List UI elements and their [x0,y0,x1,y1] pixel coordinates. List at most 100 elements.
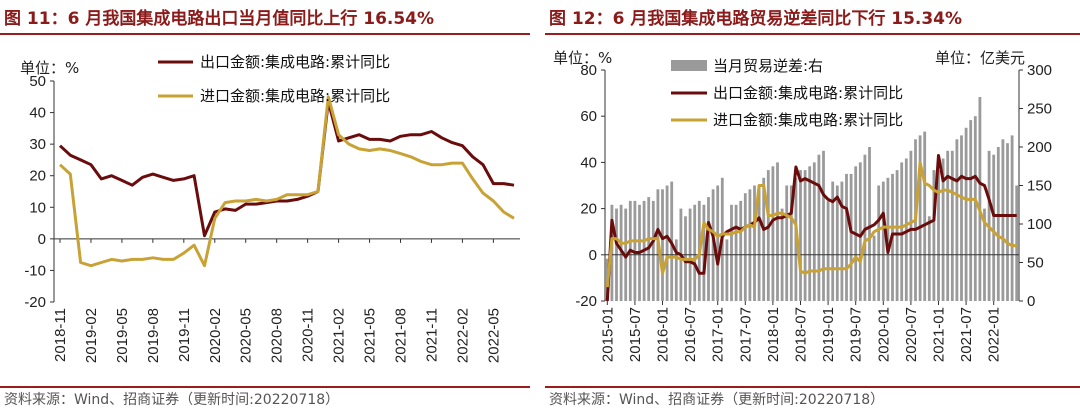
x-tick-label: 2020-02 [207,308,224,363]
trade-deficit-bar [1006,143,1009,301]
trade-deficit-bar [674,239,678,301]
trade-deficit-bar [730,204,733,302]
x-tick-label: 2019-05 [114,308,131,363]
trade-deficit-bar [932,170,936,301]
x-tick-label: 2018-07 [793,307,810,362]
trade-deficit-bar [707,197,710,301]
trade-deficit-bar [762,177,766,301]
legend-label: 当月贸易逆差:右 [713,57,823,75]
x-tick-label: 2021-11 [423,308,440,362]
trade-deficit-bar [757,185,761,301]
trade-deficit-bar [803,170,807,301]
trade-deficit-bar [808,166,812,302]
y-tick-label: 40 [29,105,46,122]
x-tick-label: 2021-08 [393,308,410,363]
y-tick-label: -10 [24,262,46,279]
y-unit-label: 单位：% [20,59,79,77]
trade-deficit-bar [918,135,922,301]
y-tick-label-right: 300 [1027,62,1052,79]
trade-deficit-bar [651,200,655,301]
x-tick-label: 2021-07 [958,307,975,362]
x-tick-label: 2021-02 [331,308,348,363]
y-tick-label-left: 0 [589,247,597,264]
x-tick-label: 2022-02 [454,308,471,363]
trade-deficit-bar [702,204,706,302]
legend-label: 进口金额:集成电路:累计同比 [713,111,903,129]
trade-deficit-bar [785,185,789,301]
y-tick-label-right: 200 [1027,139,1052,156]
x-tick-label: 2019-01 [820,307,837,362]
trade-deficit-bar [739,200,743,301]
y-tick-label: 30 [29,136,46,153]
trade-deficit-bar [716,185,720,301]
y-tick-label: 50 [29,73,46,90]
trade-deficit-bar [812,162,816,301]
trade-deficit-bar [817,154,821,301]
trade-deficit-bar [661,189,664,301]
trade-deficit-bar [1010,135,1014,301]
chart-11-svg: -20 -10 0 10 20 30 40 50 2018-11 2019-02 2019-05 20… [20,53,520,363]
x-tick-label: 2015-01 [599,307,616,362]
trade-deficit-bar [835,185,839,301]
x-tick-label: 2022-05 [485,308,502,363]
trade-deficit-bar [960,135,963,301]
import-yoy-line [605,160,1017,288]
trade-deficit-bar [886,177,890,301]
trade-deficit-bar [1001,139,1005,301]
chart-panel-11: 图 11：6 月我国集成电路出口当月值同比上行 16.54% -20 -10 0 10… [0,0,530,413]
source-rule [0,386,530,388]
trade-deficit-bar [895,170,899,301]
chart-panel-12: 图 12：6 月我国集成电路贸易逆差同比下行 15.34% -20 0 20 40 60… [545,0,1080,413]
trade-deficit-bar [771,166,775,302]
y-tick-label-left: -20 [575,293,597,310]
x-tick-label: 2020-11 [300,308,317,362]
trade-deficit-bar [789,185,793,301]
y-tick-label-right: 100 [1027,216,1052,233]
trade-deficit-bar [776,162,779,301]
trade-deficit-bar [978,97,982,301]
trade-deficit-bar [877,185,881,301]
y-tick-label: 0 [38,231,46,248]
trade-deficit-bar [840,181,844,301]
source-rule [545,386,1080,388]
y-tick-label: -20 [24,294,46,311]
x-tick-label: 2020-07 [903,307,920,362]
trade-deficit-bar [900,162,904,301]
trade-deficit-bar [858,162,862,301]
legend-label: 进口金额:集成电路:累计同比 [200,87,390,105]
x-tick-label: 2021-01 [931,307,948,362]
trade-deficit-bar [992,154,996,301]
legend-label: 出口金额:集成电路:累计同比 [200,53,390,71]
x-tick-label: 2017-01 [710,307,727,362]
trade-deficit-bar [872,235,876,301]
chart-12-svg: -20 0 20 40 60 80 0 50 100 150 200 250 300 2015-01 201… [553,49,1052,362]
x-tick-label: 2020-05 [238,308,255,363]
y-tick-label-left: 40 [580,154,597,171]
trade-deficit-bar [969,120,973,301]
x-tick-label: 2016-07 [682,307,699,362]
x-tick-label: 2021-05 [362,308,379,363]
trade-deficit-bar [725,239,729,301]
x-tick-label: 2022-01 [986,307,1003,362]
trade-deficit-bar [973,116,977,301]
y-tick-label-right: 50 [1027,255,1044,272]
export-yoy-line [58,100,515,238]
x-tick-label: 2019-02 [83,308,100,363]
trade-deficit-bar [734,204,738,302]
trade-deficit-bar [799,170,802,301]
trade-deficit-bar [904,158,908,301]
trade-deficit-bar [822,150,825,301]
y-tick-label-left: 20 [580,201,597,218]
chart-source: 资料来源：Wind、招商证券（更新时间:20220718） [549,392,885,408]
chart-source: 资料来源：Wind、招商证券（更新时间:20220718） [4,392,340,408]
trade-deficit-bar [753,185,756,301]
y-tick-label: 10 [29,199,46,216]
x-tick-label: 2019-08 [145,308,162,363]
y-tick-label-right: 250 [1027,101,1052,118]
legend-swatch-bars [671,60,707,71]
trade-deficit-bar [909,150,913,301]
chart-title: 图 12：6 月我国集成电路贸易逆差同比下行 15.34% [549,9,963,29]
trade-deficit-bar [955,139,959,301]
legend-label: 出口金额:集成电路:累计同比 [713,84,903,102]
trade-deficit-bar [937,170,940,301]
